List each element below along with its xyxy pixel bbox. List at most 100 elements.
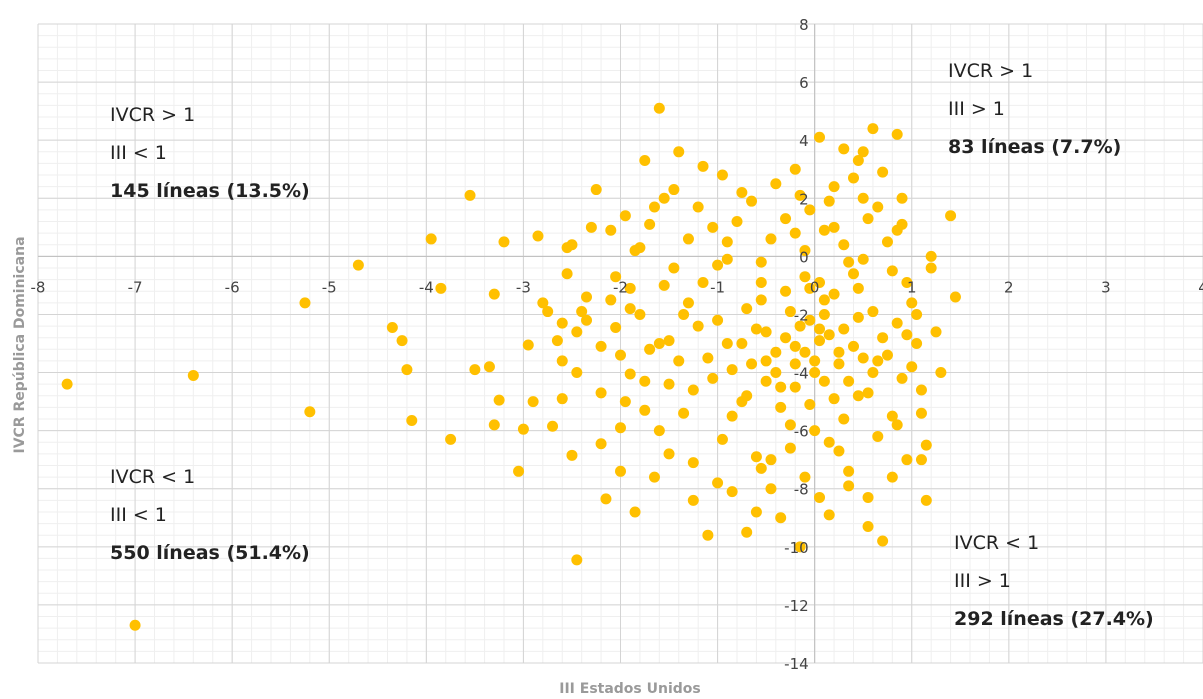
x-tick-label: -6 bbox=[225, 278, 240, 296]
data-point bbox=[576, 306, 588, 318]
data-point bbox=[741, 526, 753, 538]
data-point bbox=[945, 210, 957, 222]
data-point bbox=[770, 367, 782, 379]
data-point bbox=[852, 390, 864, 402]
data-point bbox=[488, 419, 500, 431]
chart-grid bbox=[37, 23, 1203, 664]
data-point bbox=[595, 340, 607, 352]
annotation-count: 83 líneas (7.7%) bbox=[948, 136, 1122, 158]
data-point bbox=[789, 340, 801, 352]
data-point bbox=[726, 410, 738, 422]
data-point bbox=[464, 189, 476, 201]
data-point bbox=[352, 259, 364, 271]
data-point bbox=[712, 477, 724, 489]
y-tick-label: 2 bbox=[799, 190, 809, 208]
data-point bbox=[784, 442, 796, 454]
data-point bbox=[848, 172, 859, 184]
data-point bbox=[522, 339, 534, 351]
data-point bbox=[789, 163, 801, 175]
data-point bbox=[653, 425, 665, 437]
data-point bbox=[581, 314, 593, 326]
data-point bbox=[828, 288, 840, 300]
data-point bbox=[804, 204, 816, 216]
data-point bbox=[668, 262, 680, 274]
data-point bbox=[299, 297, 311, 309]
data-point bbox=[556, 355, 568, 367]
data-point bbox=[915, 407, 927, 419]
data-point bbox=[658, 279, 670, 291]
data-point bbox=[556, 393, 568, 405]
data-point bbox=[668, 184, 680, 196]
data-point bbox=[721, 338, 733, 349]
data-point bbox=[886, 410, 898, 422]
x-tick-label: -2 bbox=[613, 278, 628, 296]
x-tick-label: 3 bbox=[1101, 278, 1111, 296]
data-point bbox=[775, 512, 787, 524]
data-point bbox=[891, 128, 903, 140]
data-point bbox=[935, 367, 947, 379]
data-point bbox=[896, 372, 908, 384]
data-point bbox=[872, 430, 884, 442]
x-tick-label: 1 bbox=[907, 278, 917, 296]
data-point bbox=[556, 317, 568, 329]
x-axis-title: III Estados Unidos bbox=[559, 681, 701, 697]
data-point bbox=[804, 282, 816, 294]
data-point bbox=[406, 414, 418, 426]
data-point bbox=[838, 323, 850, 335]
data-point bbox=[746, 358, 758, 370]
data-point bbox=[435, 282, 447, 294]
data-point bbox=[818, 375, 830, 387]
data-point bbox=[799, 346, 811, 358]
x-tick-label: 0 bbox=[810, 278, 820, 296]
data-point bbox=[566, 449, 578, 461]
data-point bbox=[750, 323, 762, 335]
data-point bbox=[702, 529, 714, 541]
annotation-count: 292 líneas (27.4%) bbox=[954, 608, 1154, 630]
data-point bbox=[304, 406, 316, 418]
data-point bbox=[610, 322, 622, 334]
data-point bbox=[862, 213, 874, 225]
data-point bbox=[799, 245, 811, 257]
annotation-line: III < 1 bbox=[110, 142, 167, 164]
data-point bbox=[828, 181, 840, 193]
data-point bbox=[750, 506, 762, 518]
data-point bbox=[881, 349, 893, 361]
data-point bbox=[726, 364, 738, 376]
chart-axes bbox=[38, 24, 1203, 663]
data-point bbox=[644, 343, 656, 355]
data-point bbox=[828, 393, 840, 405]
data-point bbox=[838, 143, 850, 155]
data-point bbox=[843, 256, 855, 268]
data-point bbox=[386, 322, 398, 334]
data-point bbox=[736, 338, 748, 349]
data-points bbox=[61, 102, 961, 631]
data-point bbox=[877, 166, 889, 178]
data-point bbox=[906, 361, 918, 373]
data-point bbox=[605, 294, 617, 306]
y-tick-label: -12 bbox=[784, 597, 809, 615]
data-point bbox=[673, 355, 685, 367]
data-point bbox=[648, 471, 660, 483]
data-point bbox=[896, 218, 908, 230]
data-point bbox=[445, 433, 457, 445]
data-point bbox=[765, 454, 777, 466]
annotation-line: III > 1 bbox=[954, 570, 1011, 592]
data-point bbox=[920, 439, 932, 451]
data-point bbox=[401, 364, 413, 376]
y-tick-label: -10 bbox=[784, 539, 809, 557]
data-point bbox=[760, 375, 772, 387]
data-point bbox=[488, 288, 500, 300]
data-point bbox=[833, 346, 845, 358]
data-point bbox=[498, 236, 510, 248]
data-point bbox=[571, 326, 583, 338]
data-point bbox=[823, 329, 835, 341]
data-point bbox=[595, 387, 607, 399]
annotation-bottom-left: IVCR < 1 III < 1 550 líneas (51.4%) bbox=[110, 458, 310, 572]
data-point bbox=[809, 425, 821, 437]
data-point bbox=[809, 355, 821, 367]
data-point bbox=[483, 361, 495, 373]
data-point bbox=[746, 195, 758, 207]
data-point bbox=[736, 186, 748, 198]
data-point bbox=[789, 358, 801, 370]
